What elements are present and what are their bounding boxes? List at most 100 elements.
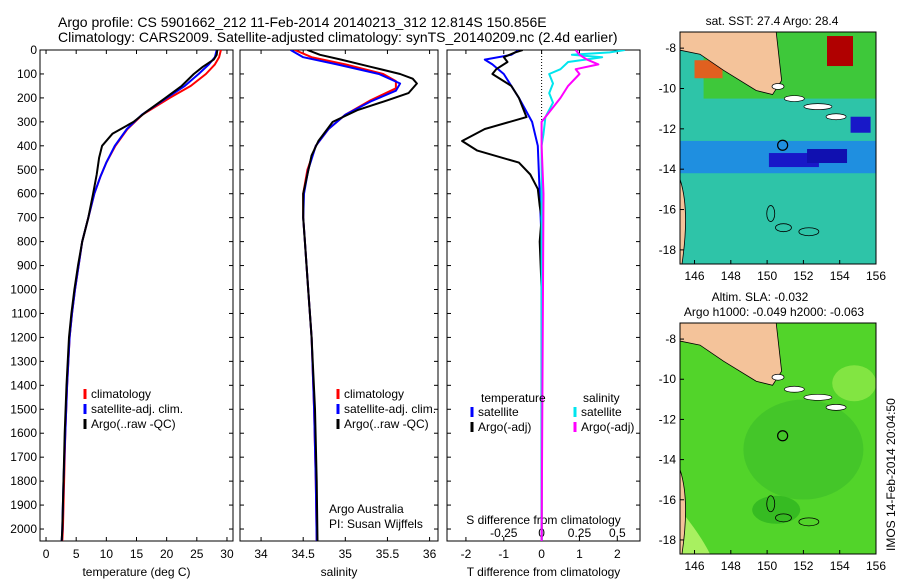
legend-label: climatology bbox=[91, 387, 151, 401]
x-tick-label: 34 bbox=[254, 547, 268, 561]
series-line-climatology bbox=[294, 50, 397, 541]
x-tick-label: 2 bbox=[614, 547, 621, 561]
y-tick-label: 1500 bbox=[10, 402, 37, 416]
sla-map: 146 148 150 152 154 156 -8 -10 -12 -14 -16 -18 Altim… bbox=[659, 290, 887, 573]
series-line-climatology bbox=[61, 50, 222, 541]
legend-label: Argo(..raw -QC) bbox=[91, 417, 176, 431]
map-lat-label: -16 bbox=[659, 493, 677, 507]
map-lon-label: 156 bbox=[866, 269, 886, 283]
annotation-argo-australia: Argo Australia bbox=[329, 502, 404, 516]
y-tick-label: 100 bbox=[17, 67, 37, 81]
reef-outline bbox=[766, 205, 776, 222]
reef-outline bbox=[775, 513, 792, 523]
argo-location-marker bbox=[777, 430, 789, 442]
map-lat-label: -8 bbox=[665, 332, 676, 346]
map-lon-label: 150 bbox=[757, 559, 777, 573]
legend-title-temperature: temperature bbox=[481, 391, 546, 405]
s-diff-axis-label: S difference from climatology bbox=[466, 513, 621, 527]
x-axis-label: temperature (deg C) bbox=[82, 565, 190, 579]
island bbox=[825, 404, 847, 411]
s-diff-tick-label: -0.25 bbox=[490, 526, 518, 540]
map-lat-label: -10 bbox=[659, 372, 677, 386]
sla-low-region bbox=[752, 495, 801, 524]
map-lon-label: 152 bbox=[793, 559, 813, 573]
sst-missing-block bbox=[827, 36, 853, 67]
x-tick-label: -2 bbox=[461, 547, 472, 561]
map-lat-label: -18 bbox=[659, 533, 677, 547]
map-lon-label: 154 bbox=[830, 559, 850, 573]
series-line-satellite-adj-clim- bbox=[60, 50, 218, 541]
y-tick-label: 2000 bbox=[10, 522, 37, 536]
series-line-s-satellite bbox=[540, 50, 626, 541]
map-lat-label: -14 bbox=[659, 453, 677, 467]
series-group bbox=[60, 50, 222, 541]
reef-outline bbox=[766, 495, 776, 513]
figure-title-line-2: Climatology: CARS2009. Satellite-adjuste… bbox=[58, 29, 618, 45]
sst-map: 146 148 150 152 154 156 -8 -10 -12 -14 -16 -18 sat. … bbox=[659, 14, 887, 283]
y-tick-label: 1900 bbox=[10, 498, 37, 512]
map-lon-label: 148 bbox=[721, 269, 741, 283]
figure-title-line-1: Argo profile: CS 5901662_212 11-Feb-2014… bbox=[58, 14, 547, 30]
chart-panel-differences: -2 -1 0 1 2 T difference from climatology -0.2… bbox=[446, 49, 641, 579]
y-tick-label: 1100 bbox=[11, 306, 37, 320]
y-tick-label: 1800 bbox=[10, 474, 37, 488]
x-tick-label: 1 bbox=[576, 547, 583, 561]
legend-title-salinity: salinity bbox=[583, 391, 620, 405]
x-tick-label: 35.5 bbox=[376, 547, 400, 561]
y-tick-label: 800 bbox=[17, 235, 37, 249]
x-tick-label: 0 bbox=[43, 547, 50, 561]
sst-blue-cluster bbox=[768, 153, 819, 168]
y-tick-label: 200 bbox=[17, 91, 37, 105]
argo-location-marker bbox=[777, 139, 789, 151]
map-frame bbox=[679, 31, 877, 265]
map-frame bbox=[679, 322, 877, 555]
s-diff-tick-label: 0.5 bbox=[609, 526, 626, 540]
x-tick-label: -1 bbox=[498, 547, 509, 561]
map-lon-label: 146 bbox=[685, 269, 705, 283]
x-tick-label: 35 bbox=[339, 547, 353, 561]
map-lon-label: 148 bbox=[721, 559, 741, 573]
y-tick-label: 500 bbox=[17, 163, 37, 177]
y-tick-label: 1000 bbox=[10, 283, 37, 297]
island bbox=[783, 385, 805, 393]
island bbox=[771, 373, 785, 381]
series-line-t-argo-adj- bbox=[461, 50, 543, 541]
map-lat-label: -14 bbox=[659, 162, 677, 176]
island bbox=[803, 103, 833, 110]
map-lon-label: 146 bbox=[685, 559, 705, 573]
reef-outline bbox=[798, 227, 820, 237]
annotation-pi: PI: Susan Wijffels bbox=[329, 517, 423, 531]
series-line-argo-raw-qc- bbox=[60, 50, 219, 541]
x-tick-label: 20 bbox=[160, 547, 174, 561]
chart-panel-salinity: 34 34.5 35 35.5 36 salinity climatologysatelli… bbox=[239, 49, 439, 579]
sla-map-subtitle: Argo h1000: -0.049 h2000: -0.063 bbox=[684, 305, 864, 319]
sst-blue-cluster bbox=[807, 149, 848, 164]
map-lat-label: -16 bbox=[659, 203, 677, 217]
y-tick-label: 1200 bbox=[10, 330, 37, 344]
x-axis-label: salinity bbox=[321, 565, 358, 579]
imos-credit: IMOS 14-Feb-2014 20:04:50 bbox=[884, 398, 898, 551]
s-diff-tick-label: 0.25 bbox=[568, 526, 592, 540]
papua-new-guinea-land bbox=[680, 32, 783, 95]
map-lat-label: -12 bbox=[659, 122, 677, 136]
chart-panel-temperature: 0 5 10 15 20 25 30 temperature (deg C) 0 100 200 30… bbox=[10, 43, 234, 579]
legend-label: Argo(-adj) bbox=[478, 420, 531, 434]
x-tick-label: 0 bbox=[538, 547, 545, 561]
legend-label: satellite bbox=[581, 405, 622, 419]
map-lat-label: -10 bbox=[659, 81, 677, 95]
x-tick-label: 34.5 bbox=[292, 547, 316, 561]
island bbox=[771, 83, 785, 90]
y-tick-label: 1700 bbox=[10, 450, 37, 464]
map-lon-label: 156 bbox=[866, 559, 886, 573]
sla-high-region bbox=[832, 365, 876, 402]
plot-frame bbox=[39, 49, 234, 542]
x-tick-label: 10 bbox=[100, 547, 114, 561]
reef-outline bbox=[798, 517, 820, 527]
plot-frame bbox=[446, 49, 641, 542]
series-group bbox=[290, 50, 418, 541]
island bbox=[803, 393, 833, 401]
series-line-argo-raw-qc- bbox=[302, 50, 418, 541]
map-lon-label: 150 bbox=[757, 269, 777, 283]
island bbox=[783, 95, 805, 102]
